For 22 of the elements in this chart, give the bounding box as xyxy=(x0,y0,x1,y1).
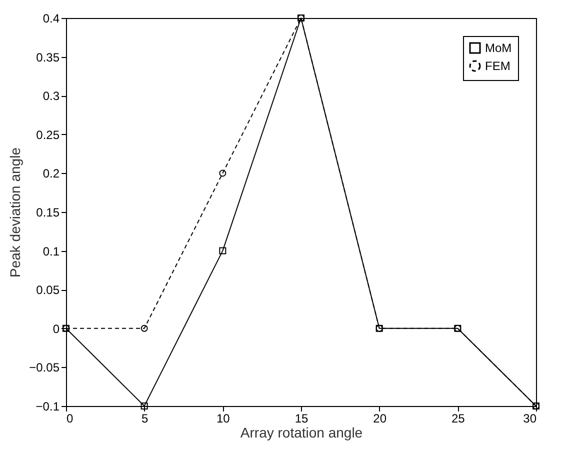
x-tick-label: 30 xyxy=(523,412,537,426)
y-tick-label: 0.2 xyxy=(42,166,60,181)
x-tick-label: 25 xyxy=(451,412,466,426)
x-tick-label: 5 xyxy=(141,412,148,426)
y-tick-label: 0.4 xyxy=(42,12,60,26)
y-tick-label: 0 xyxy=(52,322,60,336)
legend-label: MoM xyxy=(485,41,512,55)
y-tick-label: −0.05 xyxy=(29,360,60,375)
x-tick-label: 10 xyxy=(216,412,230,426)
y-tick-label: 0.25 xyxy=(36,128,60,142)
legend-label: FEM xyxy=(485,59,510,73)
y-tick-label: 0.05 xyxy=(36,283,60,298)
y-tick-label: 0.35 xyxy=(36,50,60,64)
y-tick-label: 0.15 xyxy=(36,206,60,220)
x-axis-title: Array rotation angle xyxy=(240,424,363,440)
x-tick-label: 15 xyxy=(294,412,308,426)
y-tick-label: −0.1 xyxy=(36,400,60,414)
x-tick-label: 20 xyxy=(373,412,387,426)
x-tick-label: 0 xyxy=(66,412,74,426)
y-tick-label: 0.1 xyxy=(42,244,60,258)
y-tick-label: 0.3 xyxy=(42,89,60,104)
y-axis-title: Peak deviation angle xyxy=(7,147,24,278)
